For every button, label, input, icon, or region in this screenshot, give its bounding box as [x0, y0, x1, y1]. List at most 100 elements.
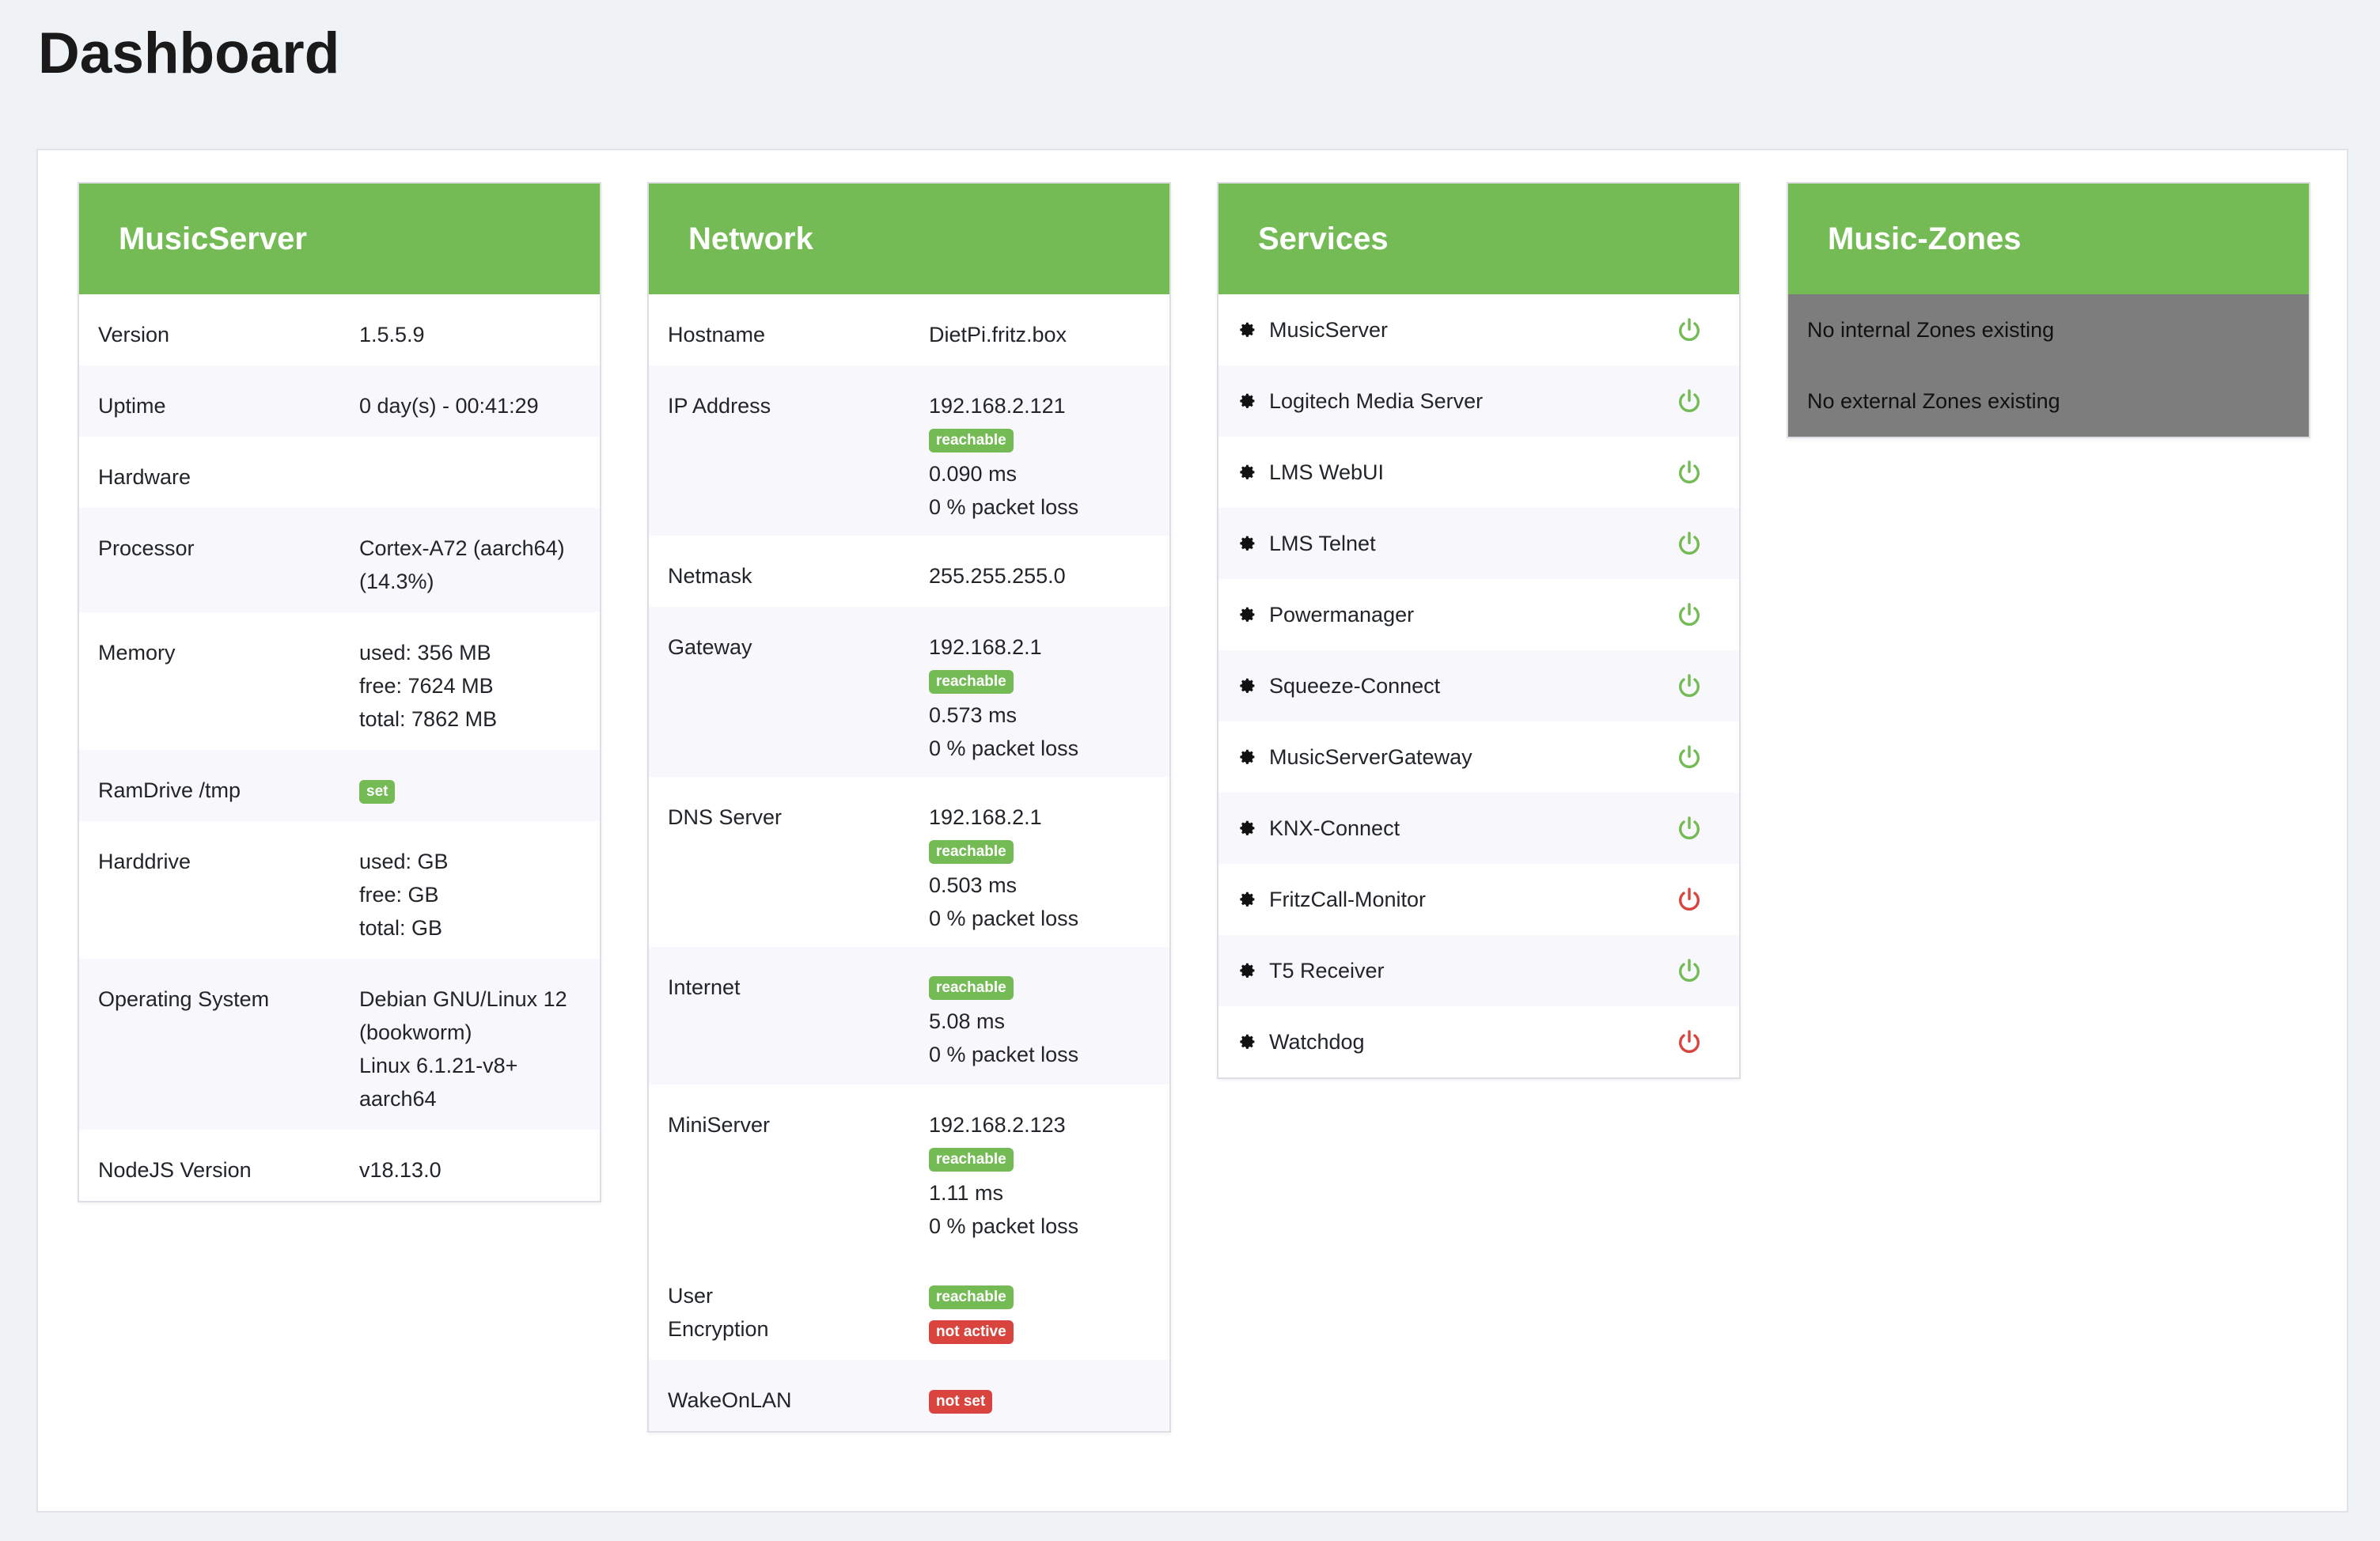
power-icon[interactable] — [1676, 957, 1703, 984]
packet-loss: 0 % packet loss — [929, 906, 1079, 930]
row-value: (bookworm) — [359, 1020, 472, 1044]
status-badge: reachable — [929, 975, 1014, 1000]
row-value: 192.168.2.121 — [929, 394, 1066, 418]
row-value: Cortex-A72 (aarch64) — [359, 536, 565, 560]
power-icon[interactable] — [1676, 886, 1703, 913]
service-name: MusicServerGateway — [1269, 744, 1472, 769]
row-label: Hostname — [668, 323, 766, 346]
row-value: 192.168.2.1 — [929, 635, 1042, 659]
row-value: Linux 6.1.21-v8+ — [359, 1054, 518, 1077]
zones-list: No internal Zones existing No external Z… — [1788, 294, 2309, 437]
status-badge: reachable — [929, 669, 1014, 694]
network-row-hostname: Hostname DietPi.fritz.box — [649, 294, 1169, 365]
power-icon[interactable] — [1676, 316, 1703, 343]
row-label: WakeOnLAN — [668, 1388, 792, 1412]
gear-icon — [1237, 961, 1256, 980]
row-value: (14.3%) — [359, 570, 434, 593]
row-value: total: 7862 MB — [359, 707, 498, 731]
musicserver-row: RamDrive /tmp set — [79, 750, 600, 821]
row-value: 192.168.2.1 — [929, 805, 1042, 829]
power-icon[interactable] — [1676, 601, 1703, 628]
musicserver-row: NodeJS Version v18.13.0 — [79, 1130, 600, 1201]
row-label: Processor — [98, 536, 195, 560]
status-badge: reachable — [929, 428, 1014, 452]
gear-icon — [1237, 320, 1256, 339]
gear-icon — [1237, 392, 1256, 411]
status-badge: reachable — [929, 839, 1014, 864]
gear-icon — [1237, 819, 1256, 838]
gear-icon — [1237, 534, 1256, 553]
zone-external-message: No external Zones existing — [1807, 389, 2060, 413]
status-badge: set — [359, 779, 396, 804]
service-name: Squeeze-Connect — [1269, 673, 1441, 698]
packet-loss: 0 % packet loss — [929, 494, 1079, 519]
row-value: v18.13.0 — [359, 1158, 442, 1182]
status-badge: reachable — [929, 1285, 1014, 1309]
row-value: 255.255.255.0 — [929, 564, 1066, 588]
power-icon[interactable] — [1676, 744, 1703, 770]
services-card: Services MusicServer Logitech Media Serve… — [1217, 182, 1741, 1079]
service-item: LMS Telnet — [1218, 508, 1739, 579]
service-name: Watchdog — [1269, 1029, 1365, 1054]
row-value: free: 7624 MB — [359, 674, 494, 698]
packet-loss: 0 % packet loss — [929, 1042, 1079, 1066]
musicserver-row: Harddrive used: GB free: GB total: GB — [79, 821, 600, 959]
row-value: aarch64 — [359, 1087, 437, 1111]
music-zones-card-title: Music-Zones — [1788, 184, 2309, 294]
row-value: used: 356 MB — [359, 641, 491, 664]
power-icon[interactable] — [1676, 530, 1703, 557]
packet-loss: 0 % packet loss — [929, 1213, 1079, 1238]
network-row-wakeonlan: WakeOnLAN not set — [649, 1360, 1169, 1431]
power-icon[interactable] — [1676, 815, 1703, 842]
row-value: 0 day(s) - 00:41:29 — [359, 394, 539, 418]
gear-icon — [1237, 1032, 1256, 1051]
service-item: MusicServer — [1218, 294, 1739, 365]
row-label: DNS Server — [668, 805, 783, 829]
row-label: NodeJS Version — [98, 1158, 252, 1182]
row-label: User — [668, 1284, 714, 1308]
row-label: RamDrive /tmp — [98, 778, 241, 802]
row-label: IP Address — [668, 394, 771, 418]
musicserver-card: MusicServer Version 1.5.5.9 Uptime 0 day(s)… — [78, 182, 601, 1202]
row-label: Version — [98, 323, 170, 346]
row-value: total: GB — [359, 916, 443, 940]
power-icon[interactable] — [1676, 388, 1703, 415]
network-row-dns: DNS Server 192.168.2.1 reachable 0.503 m… — [649, 777, 1169, 947]
row-value: free: GB — [359, 883, 439, 907]
service-name: T5 Receiver — [1269, 958, 1385, 983]
gear-icon — [1237, 890, 1256, 909]
gear-icon — [1237, 463, 1256, 482]
service-name: LMS WebUI — [1269, 460, 1385, 484]
row-label: Uptime — [98, 394, 166, 418]
row-value: used: GB — [359, 850, 449, 873]
services-list: MusicServer Logitech Media Server LMS WebU… — [1218, 294, 1739, 1077]
row-label: Operating System — [98, 987, 270, 1011]
power-icon[interactable] — [1676, 459, 1703, 486]
row-value: 192.168.2.123 — [929, 1113, 1066, 1137]
ping-value: 5.08 ms — [929, 1009, 1006, 1033]
status-badge: not set — [929, 1389, 993, 1414]
power-icon[interactable] — [1676, 1028, 1703, 1055]
gear-icon — [1237, 748, 1256, 767]
service-item: Logitech Media Server — [1218, 365, 1739, 437]
service-item: KNX-Connect — [1218, 793, 1739, 864]
service-name: KNX-Connect — [1269, 816, 1400, 840]
service-name: Powermanager — [1269, 602, 1415, 627]
dashboard-panel: MusicServer Version 1.5.5.9 Uptime 0 day(s)… — [36, 149, 2348, 1513]
status-badge: not active — [929, 1320, 1014, 1344]
row-label: Hardware — [98, 465, 191, 489]
zone-internal-message: No internal Zones existing — [1807, 318, 2055, 342]
network-card-title: Network — [649, 184, 1169, 294]
service-name: FritzCall-Monitor — [1269, 887, 1427, 911]
power-icon[interactable] — [1676, 672, 1703, 699]
musicserver-row: Uptime 0 day(s) - 00:41:29 — [79, 365, 600, 437]
row-label: Harddrive — [98, 850, 191, 873]
ping-value: 0.573 ms — [929, 702, 1018, 727]
musicserver-row: Version 1.5.5.9 — [79, 294, 600, 365]
status-badge: reachable — [929, 1147, 1014, 1172]
row-label: Memory — [98, 641, 176, 664]
gear-icon — [1237, 676, 1256, 695]
service-item: LMS WebUI — [1218, 437, 1739, 508]
musicserver-row: Operating System Debian GNU/Linux 12 (book… — [79, 959, 600, 1130]
musicserver-card-title: MusicServer — [79, 184, 600, 294]
